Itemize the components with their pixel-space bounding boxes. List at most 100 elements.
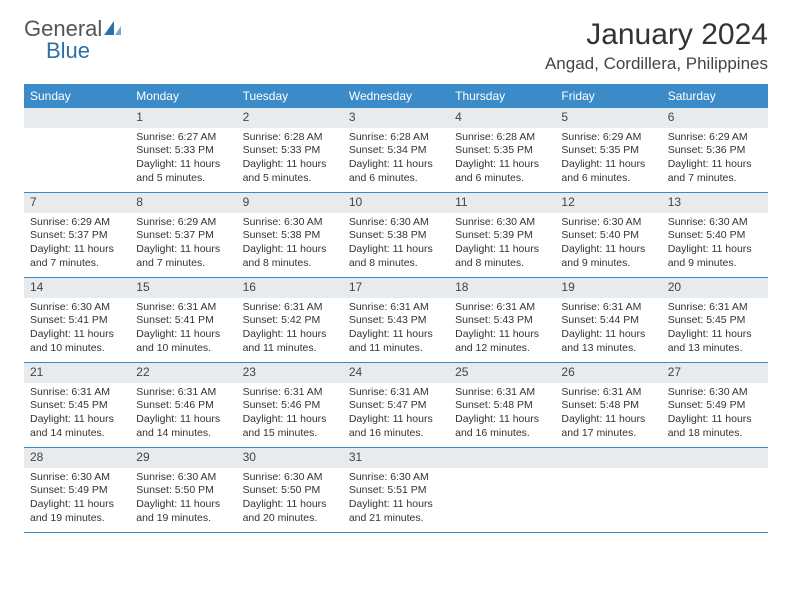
day-cell: 3Sunrise: 6:28 AMSunset: 5:34 PMDaylight… bbox=[343, 108, 449, 192]
sunset-text: Sunset: 5:42 PM bbox=[243, 314, 337, 328]
daylight-text: Daylight: 11 hours and 13 minutes. bbox=[561, 328, 655, 355]
daylight-text: Daylight: 11 hours and 17 minutes. bbox=[561, 413, 655, 440]
sunrise-text: Sunrise: 6:29 AM bbox=[561, 131, 655, 145]
day-cell: 22Sunrise: 6:31 AMSunset: 5:46 PMDayligh… bbox=[130, 363, 236, 447]
sunset-text: Sunset: 5:37 PM bbox=[136, 229, 230, 243]
daylight-text: Daylight: 11 hours and 6 minutes. bbox=[561, 158, 655, 185]
sunrise-text: Sunrise: 6:29 AM bbox=[136, 216, 230, 230]
day-cell bbox=[24, 108, 130, 192]
day-cell: 17Sunrise: 6:31 AMSunset: 5:43 PMDayligh… bbox=[343, 278, 449, 362]
day-number: 15 bbox=[130, 278, 236, 298]
daylight-text: Daylight: 11 hours and 19 minutes. bbox=[136, 498, 230, 525]
sunrise-text: Sunrise: 6:31 AM bbox=[243, 386, 337, 400]
day-body: Sunrise: 6:27 AMSunset: 5:33 PMDaylight:… bbox=[130, 128, 236, 191]
day-cell: 24Sunrise: 6:31 AMSunset: 5:47 PMDayligh… bbox=[343, 363, 449, 447]
day-number: 7 bbox=[24, 193, 130, 213]
day-cell: 27Sunrise: 6:30 AMSunset: 5:49 PMDayligh… bbox=[662, 363, 768, 447]
day-number: 27 bbox=[662, 363, 768, 383]
daylight-text: Daylight: 11 hours and 18 minutes. bbox=[668, 413, 762, 440]
day-cell: 8Sunrise: 6:29 AMSunset: 5:37 PMDaylight… bbox=[130, 193, 236, 277]
day-number: 22 bbox=[130, 363, 236, 383]
sunrise-text: Sunrise: 6:31 AM bbox=[455, 301, 549, 315]
weekday-header: Friday bbox=[555, 84, 661, 108]
day-number: 5 bbox=[555, 108, 661, 128]
logo-text-general: General bbox=[24, 18, 102, 40]
day-cell: 1Sunrise: 6:27 AMSunset: 5:33 PMDaylight… bbox=[130, 108, 236, 192]
sunset-text: Sunset: 5:43 PM bbox=[349, 314, 443, 328]
daylight-text: Daylight: 11 hours and 11 minutes. bbox=[349, 328, 443, 355]
day-cell: 28Sunrise: 6:30 AMSunset: 5:49 PMDayligh… bbox=[24, 448, 130, 532]
day-body: Sunrise: 6:30 AMSunset: 5:38 PMDaylight:… bbox=[343, 213, 449, 276]
sunrise-text: Sunrise: 6:29 AM bbox=[30, 216, 124, 230]
day-number: 6 bbox=[662, 108, 768, 128]
day-cell: 20Sunrise: 6:31 AMSunset: 5:45 PMDayligh… bbox=[662, 278, 768, 362]
daylight-text: Daylight: 11 hours and 8 minutes. bbox=[349, 243, 443, 270]
sunset-text: Sunset: 5:33 PM bbox=[243, 144, 337, 158]
sunset-text: Sunset: 5:46 PM bbox=[243, 399, 337, 413]
empty-day-bar bbox=[449, 448, 555, 468]
day-body: Sunrise: 6:31 AMSunset: 5:46 PMDaylight:… bbox=[237, 383, 343, 446]
day-body: Sunrise: 6:29 AMSunset: 5:35 PMDaylight:… bbox=[555, 128, 661, 191]
sunrise-text: Sunrise: 6:30 AM bbox=[136, 471, 230, 485]
sunset-text: Sunset: 5:38 PM bbox=[349, 229, 443, 243]
day-number: 3 bbox=[343, 108, 449, 128]
day-cell: 21Sunrise: 6:31 AMSunset: 5:45 PMDayligh… bbox=[24, 363, 130, 447]
day-body: Sunrise: 6:30 AMSunset: 5:51 PMDaylight:… bbox=[343, 468, 449, 531]
day-cell: 6Sunrise: 6:29 AMSunset: 5:36 PMDaylight… bbox=[662, 108, 768, 192]
day-number: 10 bbox=[343, 193, 449, 213]
sunset-text: Sunset: 5:45 PM bbox=[668, 314, 762, 328]
day-number: 2 bbox=[237, 108, 343, 128]
sunset-text: Sunset: 5:50 PM bbox=[243, 484, 337, 498]
sunset-text: Sunset: 5:46 PM bbox=[136, 399, 230, 413]
sunrise-text: Sunrise: 6:30 AM bbox=[30, 471, 124, 485]
sunrise-text: Sunrise: 6:31 AM bbox=[349, 301, 443, 315]
logo-sail-icon bbox=[103, 18, 123, 40]
day-cell: 18Sunrise: 6:31 AMSunset: 5:43 PMDayligh… bbox=[449, 278, 555, 362]
day-body: Sunrise: 6:30 AMSunset: 5:39 PMDaylight:… bbox=[449, 213, 555, 276]
day-number: 9 bbox=[237, 193, 343, 213]
sunset-text: Sunset: 5:44 PM bbox=[561, 314, 655, 328]
day-cell: 10Sunrise: 6:30 AMSunset: 5:38 PMDayligh… bbox=[343, 193, 449, 277]
daylight-text: Daylight: 11 hours and 14 minutes. bbox=[30, 413, 124, 440]
week-row: 1Sunrise: 6:27 AMSunset: 5:33 PMDaylight… bbox=[24, 108, 768, 193]
sunset-text: Sunset: 5:37 PM bbox=[30, 229, 124, 243]
day-body: Sunrise: 6:31 AMSunset: 5:41 PMDaylight:… bbox=[130, 298, 236, 361]
sunrise-text: Sunrise: 6:31 AM bbox=[561, 301, 655, 315]
sunset-text: Sunset: 5:41 PM bbox=[30, 314, 124, 328]
logo: GeneralBlue bbox=[24, 18, 123, 62]
day-cell bbox=[662, 448, 768, 532]
sunrise-text: Sunrise: 6:31 AM bbox=[243, 301, 337, 315]
daylight-text: Daylight: 11 hours and 12 minutes. bbox=[455, 328, 549, 355]
page: GeneralBlue January 2024 Angad, Cordille… bbox=[0, 0, 792, 551]
day-body: Sunrise: 6:31 AMSunset: 5:48 PMDaylight:… bbox=[555, 383, 661, 446]
sunset-text: Sunset: 5:36 PM bbox=[668, 144, 762, 158]
daylight-text: Daylight: 11 hours and 16 minutes. bbox=[349, 413, 443, 440]
day-body: Sunrise: 6:28 AMSunset: 5:35 PMDaylight:… bbox=[449, 128, 555, 191]
sunrise-text: Sunrise: 6:29 AM bbox=[668, 131, 762, 145]
calendar: SundayMondayTuesdayWednesdayThursdayFrid… bbox=[24, 84, 768, 533]
sunset-text: Sunset: 5:39 PM bbox=[455, 229, 549, 243]
sunrise-text: Sunrise: 6:31 AM bbox=[561, 386, 655, 400]
day-number: 24 bbox=[343, 363, 449, 383]
day-cell bbox=[449, 448, 555, 532]
day-cell: 14Sunrise: 6:30 AMSunset: 5:41 PMDayligh… bbox=[24, 278, 130, 362]
weekday-header: Thursday bbox=[449, 84, 555, 108]
day-number: 13 bbox=[662, 193, 768, 213]
week-row: 28Sunrise: 6:30 AMSunset: 5:49 PMDayligh… bbox=[24, 448, 768, 533]
day-number: 29 bbox=[130, 448, 236, 468]
sunset-text: Sunset: 5:35 PM bbox=[561, 144, 655, 158]
day-cell: 25Sunrise: 6:31 AMSunset: 5:48 PMDayligh… bbox=[449, 363, 555, 447]
day-cell: 13Sunrise: 6:30 AMSunset: 5:40 PMDayligh… bbox=[662, 193, 768, 277]
daylight-text: Daylight: 11 hours and 8 minutes. bbox=[455, 243, 549, 270]
sunrise-text: Sunrise: 6:30 AM bbox=[243, 471, 337, 485]
day-number: 8 bbox=[130, 193, 236, 213]
sunset-text: Sunset: 5:35 PM bbox=[455, 144, 549, 158]
sunrise-text: Sunrise: 6:31 AM bbox=[455, 386, 549, 400]
empty-day-bar bbox=[24, 108, 130, 128]
day-body: Sunrise: 6:30 AMSunset: 5:38 PMDaylight:… bbox=[237, 213, 343, 276]
day-body: Sunrise: 6:28 AMSunset: 5:33 PMDaylight:… bbox=[237, 128, 343, 191]
day-body: Sunrise: 6:30 AMSunset: 5:40 PMDaylight:… bbox=[662, 213, 768, 276]
day-body: Sunrise: 6:28 AMSunset: 5:34 PMDaylight:… bbox=[343, 128, 449, 191]
sunrise-text: Sunrise: 6:30 AM bbox=[668, 216, 762, 230]
daylight-text: Daylight: 11 hours and 11 minutes. bbox=[243, 328, 337, 355]
